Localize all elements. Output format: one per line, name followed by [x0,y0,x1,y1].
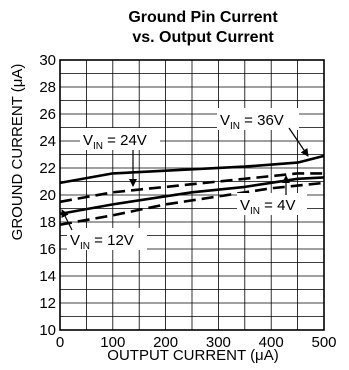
series-line-v-in-24v [59,172,324,204]
y-tick-label: 12 [39,295,56,312]
series-line-v-in-12v [59,176,325,216]
y-tick-label: 16 [39,241,56,258]
series-line-v-in-4v [59,181,325,226]
y-tick-label: 10 [39,322,56,339]
series-line-v-in-36v [59,154,325,185]
annotation-vin-12v: VIN = 12V [61,209,147,252]
annotation-vin-24v-text: VIN = 24V [83,132,147,152]
annotation-vin-12v-arrow [61,209,73,231]
y-tick-label: 22 [39,160,56,177]
y-tick-labels: 10 12 14 16 18 20 22 24 26 28 30 [39,52,56,339]
y-tick-label: 26 [39,106,56,123]
x-tick-label: 300 [206,334,231,351]
y-tick-label: 14 [39,268,56,285]
series-layer [59,154,325,226]
x-tick-label: 200 [153,334,178,351]
x-tick-label: 100 [100,334,125,351]
annotation-vin-36v-text: VIN = 36V [220,112,284,132]
x-tick-label: 0 [56,334,64,351]
x-axis-label: OUTPUT CURRENT (μA) [107,347,278,364]
x-tick-label: 400 [259,334,284,351]
annotation-vin-4v: VIN = 4V [237,175,307,217]
annotation-vin-12v-text: VIN = 12V [70,232,134,252]
annotation-vin-36v: VIN = 36V [217,108,309,157]
x-tick-label: 500 [311,334,336,351]
y-tick-label: 20 [39,187,56,204]
annotation-vin-4v-text: VIN = 4V [240,197,295,217]
y-tick-label: 18 [39,214,56,231]
y-tick-label: 24 [39,133,56,150]
y-tick-label: 30 [39,52,56,69]
annotation-vin-24v: VIN = 24V [80,128,160,187]
chart-title-line1: Ground Pin Current [128,9,278,26]
plot-frame [59,59,325,331]
annotation-vin-36v-arrow [288,127,309,157]
y-tick-label: 28 [39,79,56,96]
chart-title-line2: vs. Output Current [132,29,274,46]
x-tick-labels: 0 100 200 300 400 500 [56,334,337,351]
y-axis-label: GROUND CURRENT (μA) [9,64,26,241]
